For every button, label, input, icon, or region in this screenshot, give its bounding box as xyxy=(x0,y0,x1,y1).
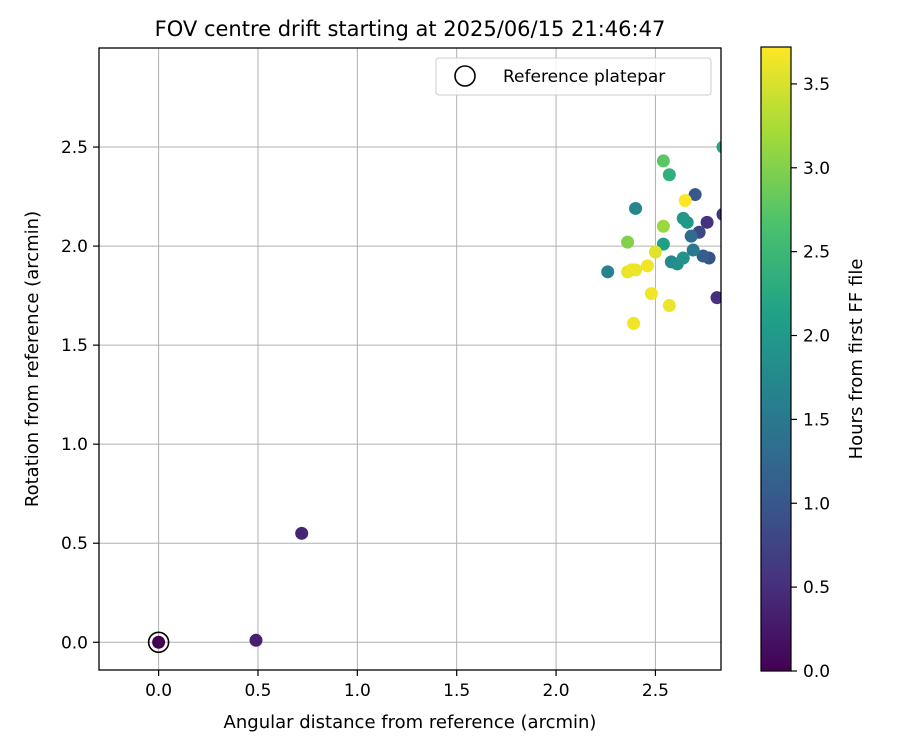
data-point xyxy=(696,249,710,263)
plot-area: 0.0 0.5 1.0 1.5 2.0 2.5 0.0 0.5 1.0 1.5 2.0 2.5 xyxy=(61,47,722,701)
x-axis-ticks: 0.0 0.5 1.0 1.5 2.0 2.5 xyxy=(145,670,669,701)
data-point xyxy=(680,215,694,229)
plot-frame xyxy=(98,47,722,671)
colorbar-tick-label: 0.5 xyxy=(803,578,830,598)
x-tick-label: 1.0 xyxy=(344,681,371,701)
data-point xyxy=(678,194,692,208)
x-tick-label: 2.5 xyxy=(642,681,669,701)
data-point xyxy=(662,299,676,313)
colorbar-tick-label: 1.5 xyxy=(803,410,830,430)
legend-marker-open-circle xyxy=(454,65,476,87)
y-tick-label: 2.5 xyxy=(61,138,88,158)
data-point xyxy=(249,633,263,647)
colorbar-ticks: 0.0 0.5 1.0 1.5 2.0 2.5 3.0 3.5 xyxy=(791,75,830,682)
data-point xyxy=(644,287,658,301)
x-tick-label: 0.5 xyxy=(244,681,271,701)
data-point xyxy=(716,208,721,221)
x-axis-label: Angular distance from reference (arcmin) xyxy=(224,712,597,733)
data-point xyxy=(676,251,690,265)
data-point xyxy=(601,265,615,279)
y-tick-label: 2.0 xyxy=(61,237,88,257)
colorbar-tick-label: 2.0 xyxy=(803,327,830,347)
y-tick-label: 0.0 xyxy=(61,633,88,653)
colorbar-tick-label: 3.0 xyxy=(803,159,830,179)
x-tick-label: 0.0 xyxy=(145,681,172,701)
x-tick-label: 2.0 xyxy=(543,681,570,701)
colorbar: 0.0 0.5 1.0 1.5 2.0 2.5 3.0 3.5 Hours from firs… xyxy=(760,46,867,682)
data-point xyxy=(684,229,698,243)
colorbar-tick-label: 3.5 xyxy=(803,75,830,95)
chart-title: FOV centre drift starting at 2025/06/15 … xyxy=(155,17,666,41)
data-point xyxy=(710,291,721,305)
y-axis-ticks: 0.0 0.5 1.0 1.5 2.0 2.5 xyxy=(61,138,99,653)
colorbar-tick-label: 2.5 xyxy=(803,243,830,263)
colorbar-label: Hours from first FF file xyxy=(846,259,867,460)
reference-marker xyxy=(147,631,170,654)
data-point xyxy=(656,219,670,233)
colorbar-tick-label: 0.0 xyxy=(803,662,830,682)
data-point xyxy=(700,215,714,229)
data-point xyxy=(688,188,702,202)
reference-marker-group xyxy=(147,631,170,654)
data-points xyxy=(152,140,721,649)
legend-box xyxy=(435,57,712,96)
data-point xyxy=(640,259,654,273)
grid-lines xyxy=(99,48,721,670)
legend-label: Reference platepar xyxy=(503,67,665,87)
data-point xyxy=(295,526,309,540)
data-point xyxy=(621,235,635,249)
data-point xyxy=(627,316,641,330)
data-point xyxy=(656,154,670,168)
data-point xyxy=(662,168,676,182)
data-point xyxy=(686,243,700,257)
data-point xyxy=(152,635,166,649)
x-tick-label: 1.5 xyxy=(443,681,470,701)
colorbar-tick-label: 1.0 xyxy=(803,494,830,514)
data-point xyxy=(629,263,643,277)
y-tick-label: 0.5 xyxy=(61,534,88,554)
y-tick-label: 1.0 xyxy=(61,435,88,455)
data-point xyxy=(648,245,662,259)
y-tick-label: 1.5 xyxy=(61,336,88,356)
data-point xyxy=(656,237,670,251)
y-axis-label: Rotation from reference (arcmin) xyxy=(22,211,43,507)
legend: Reference platepar xyxy=(435,57,712,96)
colorbar-gradient xyxy=(760,46,792,672)
data-point xyxy=(716,140,721,154)
data-point xyxy=(629,201,643,215)
